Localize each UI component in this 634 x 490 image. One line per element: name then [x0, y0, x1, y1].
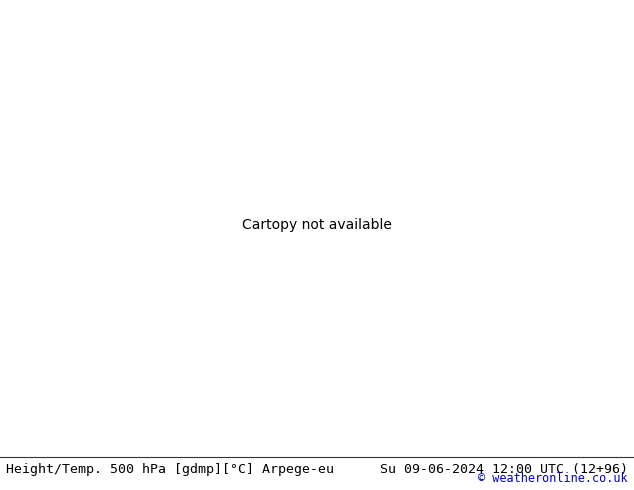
Text: Su 09-06-2024 12:00 UTC (12+96): Su 09-06-2024 12:00 UTC (12+96) — [380, 463, 628, 476]
Text: Height/Temp. 500 hPa [gdmp][°C] Arpege-eu: Height/Temp. 500 hPa [gdmp][°C] Arpege-e… — [6, 463, 334, 476]
Text: Cartopy not available: Cartopy not available — [242, 219, 392, 232]
Text: © weatheronline.co.uk: © weatheronline.co.uk — [478, 472, 628, 485]
